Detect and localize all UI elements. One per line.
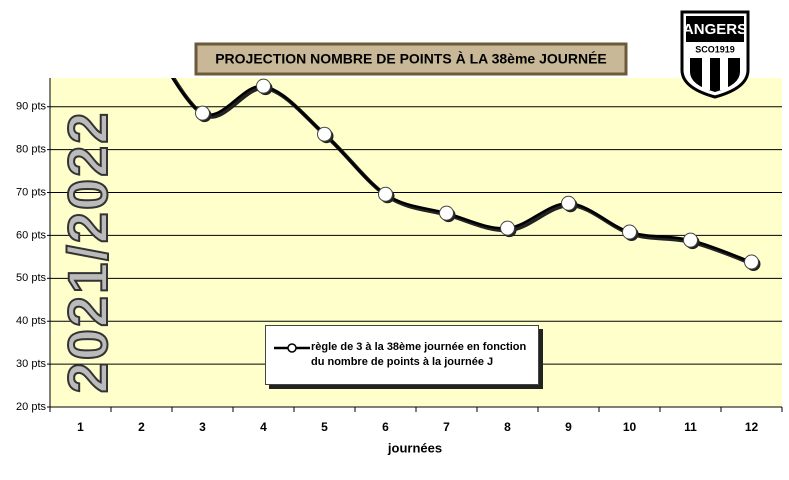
marker [744, 254, 759, 270]
marker [500, 220, 515, 236]
y-tick-label: 60 pts [16, 229, 46, 241]
x-tick-label: 9 [565, 420, 572, 434]
marker [561, 195, 576, 211]
legend-label: règle de 3 à la 38ème journée en fonctio… [311, 341, 527, 368]
chart-title: PROJECTION NOMBRE DE POINTS À LA 38ème J… [215, 51, 607, 67]
y-tick-label: 40 pts [16, 315, 46, 327]
y-tick-label: 90 pts [16, 101, 46, 113]
logo-subtext: SCO1919 [695, 44, 735, 54]
y-tick-label: 80 pts [16, 144, 46, 156]
x-tick-label: 6 [382, 420, 389, 434]
marker [135, 18, 149, 32]
logo-text: ANGERS [683, 21, 747, 38]
legend-swatch [274, 343, 310, 353]
x-tick-label: 1 [77, 420, 84, 434]
title-box [194, 42, 628, 76]
marker [256, 78, 271, 94]
logo: ANGERS SCO1919 [680, 10, 750, 99]
x-axis-label: journées [387, 440, 442, 455]
marker [622, 224, 637, 240]
legend: règle de 3 à la 38ème journée en fonctio… [265, 325, 539, 385]
y-tick-label: 30 pts [16, 358, 46, 370]
x-tick-label: 10 [623, 420, 637, 434]
x-tick-label: 5 [321, 420, 328, 434]
marker [195, 105, 210, 121]
marker [378, 186, 393, 202]
series-group [135, 18, 761, 272]
x-tick-label: 11 [684, 420, 697, 434]
season-annotation: 2021/2022 [56, 111, 119, 394]
marker-shadow [137, 20, 151, 34]
x-tick-label: 4 [260, 420, 267, 434]
x-tick-label: 3 [199, 420, 206, 434]
y-tick-label: 50 pts [16, 272, 46, 284]
x-tick-label: 7 [443, 420, 450, 434]
x-tick-label: 2 [138, 420, 145, 434]
x-tick-label: 12 [745, 420, 759, 434]
x-tick-label: 8 [504, 420, 511, 434]
y-tick-label: 20 pts [16, 401, 46, 413]
marker [439, 205, 454, 221]
line-shadow [170, 78, 755, 266]
marker [683, 232, 698, 248]
marker [317, 126, 332, 142]
y-tick-label: 70 pts [16, 186, 46, 198]
